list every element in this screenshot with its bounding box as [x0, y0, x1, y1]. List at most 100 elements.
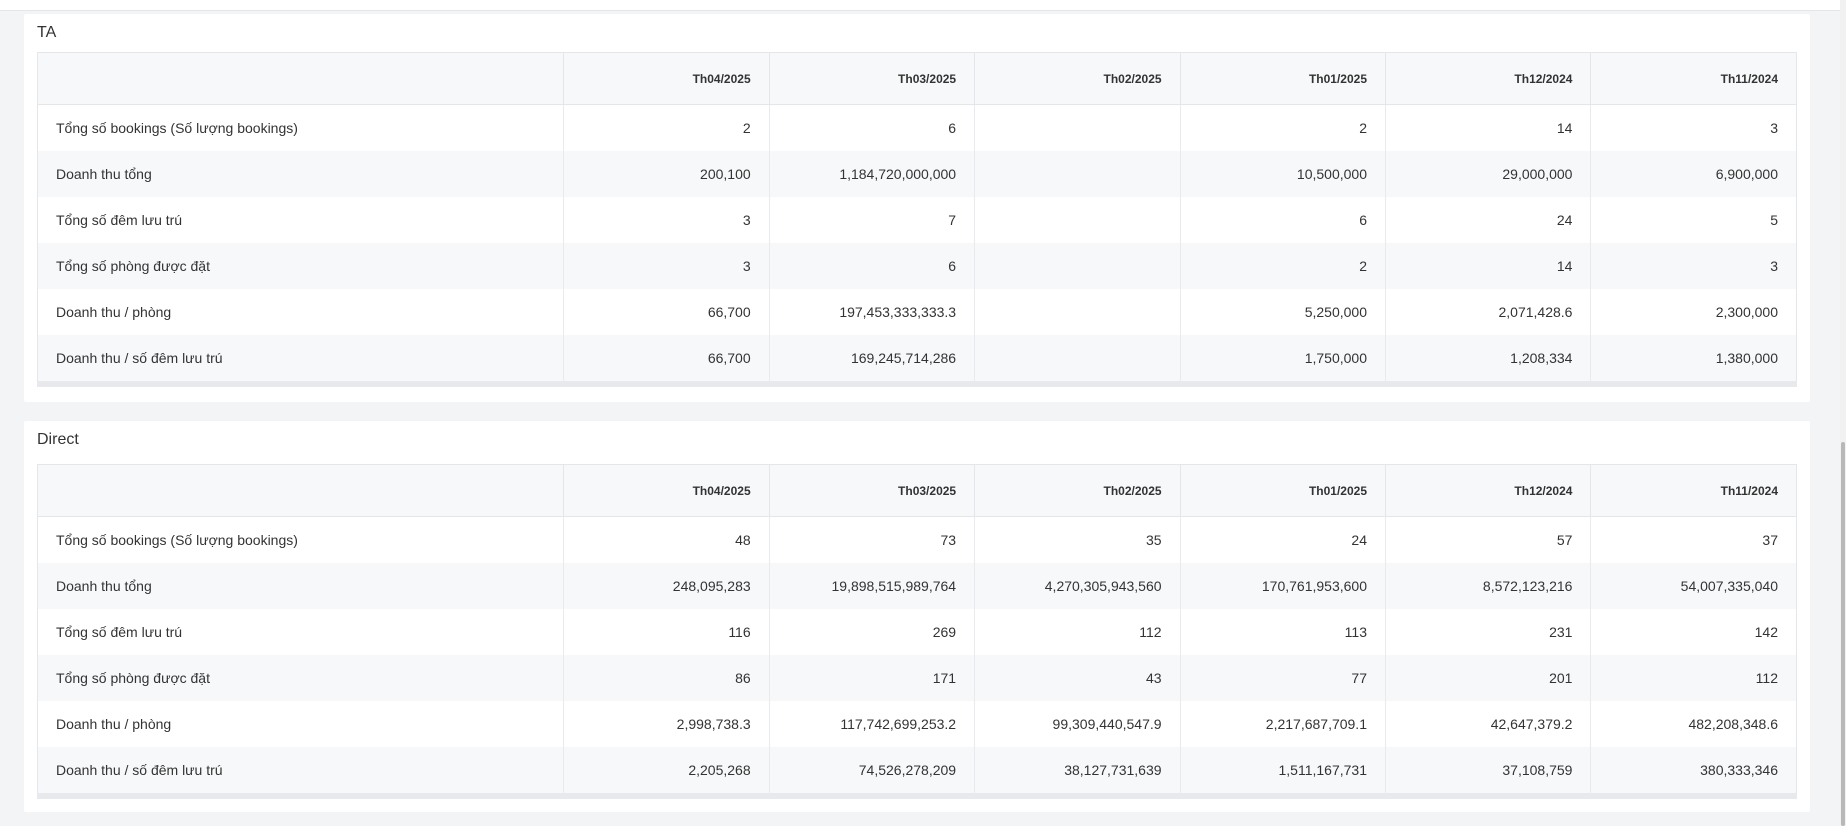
table-cell: 42,647,379.2 [1384, 701, 1591, 747]
table-row: Doanh thu tổng 200,100 1,184,720,000,000… [37, 151, 1797, 197]
row-label: Doanh thu tổng [37, 563, 564, 609]
table-row: Tổng số đêm lưu trú 3 7 6 24 5 [38, 197, 1797, 243]
table-cell: 2,998,738.3 [563, 701, 770, 747]
column-header[interactable]: Th12/2024 [1384, 464, 1591, 517]
report-table: Th04/2025 Th03/2025 Th02/2025 Th01/2025 … [37, 52, 1797, 387]
table-cell: 37,108,759 [1384, 747, 1591, 796]
table-row: Doanh thu / phòng 2,998,738.3 117,742,69… [38, 701, 1797, 747]
table-cell: 6 [1179, 197, 1386, 243]
table-cell: 6 [768, 104, 975, 151]
vertical-scrollbar[interactable] [1840, 0, 1846, 826]
row-label: Tổng số phòng được đặt [37, 243, 564, 289]
table-cell: 5,250,000 [1179, 289, 1386, 335]
table-cell: 6 [768, 243, 975, 289]
column-header[interactable]: Th01/2025 [1179, 464, 1386, 517]
top-bar [0, 0, 1840, 11]
table-cell: 8,572,123,216 [1384, 563, 1591, 609]
table-cell: 37 [1590, 516, 1797, 563]
table-cell: 74,526,278,209 [768, 747, 975, 796]
table-cell: 54,007,335,040 [1590, 563, 1797, 609]
column-header[interactable]: Th12/2024 [1384, 52, 1591, 105]
table-cell: 248,095,283 [563, 563, 770, 609]
table-cell: 171 [768, 655, 975, 701]
table-cell: 2 [1179, 104, 1386, 151]
table-cell: 2 [1179, 243, 1386, 289]
table-cell [974, 197, 1181, 243]
table-cell: 66,700 [563, 289, 770, 335]
table-cell: 35 [974, 516, 1181, 563]
table-row: Doanh thu / phòng 66,700 197,453,333,333… [38, 289, 1797, 335]
table-cell: 14 [1384, 104, 1591, 151]
column-header[interactable]: Th04/2025 [563, 464, 770, 517]
row-label: Tổng số đêm lưu trú [56, 212, 183, 228]
column-header[interactable]: Th11/2024 [1590, 464, 1797, 517]
row-label: Doanh thu / phòng [56, 304, 172, 320]
table-cell [974, 151, 1181, 197]
card-title: TA [37, 24, 57, 41]
column-header [37, 52, 564, 105]
table-row: Tổng số đêm lưu trú 116 269 112 113 231 … [38, 609, 1797, 655]
report-card-direct: Direct Th04/2025 Th03/2025 Th02/2025 Th0… [24, 421, 1810, 812]
table-cell: 6,900,000 [1590, 151, 1797, 197]
table-cell: 2,205,268 [563, 747, 770, 796]
column-header[interactable]: Th11/2024 [1590, 52, 1797, 105]
table-cell: 113 [1179, 609, 1386, 655]
table-cell: 2 [563, 104, 770, 151]
table-cell [974, 104, 1181, 151]
table-cell: 3 [563, 243, 770, 289]
table-cell: 7 [768, 197, 975, 243]
table-cell: 77 [1179, 655, 1386, 701]
table-row: Doanh thu / số đêm lưu trú 2,205,268 74,… [37, 747, 1797, 796]
table-cell: 3 [1590, 104, 1797, 151]
table-cell: 24 [1179, 516, 1386, 563]
row-label: Tổng số phòng được đặt [37, 655, 564, 701]
table-cell: 117,742,699,253.2 [768, 701, 975, 747]
column-header[interactable]: Th03/2025 [768, 464, 975, 517]
table-row: Tổng số phòng được đặt 86 171 43 77 201 … [37, 655, 1797, 701]
row-label: Doanh thu / số đêm lưu trú [37, 335, 564, 384]
table-cell: 48 [563, 516, 770, 563]
scrollbar-thumb[interactable] [1841, 442, 1845, 826]
table-cell: 3 [563, 197, 770, 243]
table-cell: 1,750,000 [1179, 335, 1386, 384]
table-cell: 19,898,515,989,764 [768, 563, 975, 609]
column-header[interactable]: Th03/2025 [768, 52, 975, 105]
table-cell: 200,100 [563, 151, 770, 197]
row-label: Tổng số đêm lưu trú [56, 624, 183, 640]
table-cell: 1,511,167,731 [1179, 747, 1386, 796]
table-cell: 2,300,000 [1590, 289, 1797, 335]
table-cell: 3 [1590, 243, 1797, 289]
table-row: Tổng số phòng được đặt 3 6 2 14 3 [37, 243, 1797, 289]
column-header [37, 464, 564, 517]
table-cell: 43 [974, 655, 1181, 701]
row-label: Tổng số bookings (Số lượng bookings) [56, 120, 298, 136]
table-cell: 116 [563, 609, 770, 655]
table-cell: 482,208,348.6 [1590, 701, 1797, 747]
table-cell: 86 [563, 655, 770, 701]
table-cell: 38,127,731,639 [974, 747, 1181, 796]
row-label: Doanh thu / phòng [56, 716, 172, 732]
column-header[interactable]: Th02/2025 [974, 464, 1181, 517]
table-row: Doanh thu tổng 248,095,283 19,898,515,98… [37, 563, 1797, 609]
table-cell [974, 243, 1181, 289]
table-cell: 170,761,953,600 [1179, 563, 1386, 609]
table-cell: 112 [1590, 655, 1797, 701]
card-title: Direct [37, 431, 79, 448]
table-cell [974, 335, 1181, 384]
table-cell: 112 [974, 609, 1181, 655]
table-cell: 57 [1384, 516, 1591, 563]
column-header[interactable]: Th04/2025 [563, 52, 770, 105]
table-cell: 231 [1384, 609, 1591, 655]
row-label: Tổng số bookings (Số lượng bookings) [56, 532, 298, 548]
table-cell: 66,700 [563, 335, 770, 384]
row-label: Doanh thu / số đêm lưu trú [37, 747, 564, 796]
column-header[interactable]: Th02/2025 [974, 52, 1181, 105]
table-row: Tổng số bookings (Số lượng bookings) 48 … [38, 516, 1797, 563]
row-label: Doanh thu tổng [37, 151, 564, 197]
table-cell: 142 [1590, 609, 1797, 655]
table-cell: 380,333,346 [1590, 747, 1797, 796]
table-cell: 10,500,000 [1179, 151, 1386, 197]
column-header[interactable]: Th01/2025 [1179, 52, 1386, 105]
table-cell: 73 [768, 516, 975, 563]
table-cell [974, 289, 1181, 335]
